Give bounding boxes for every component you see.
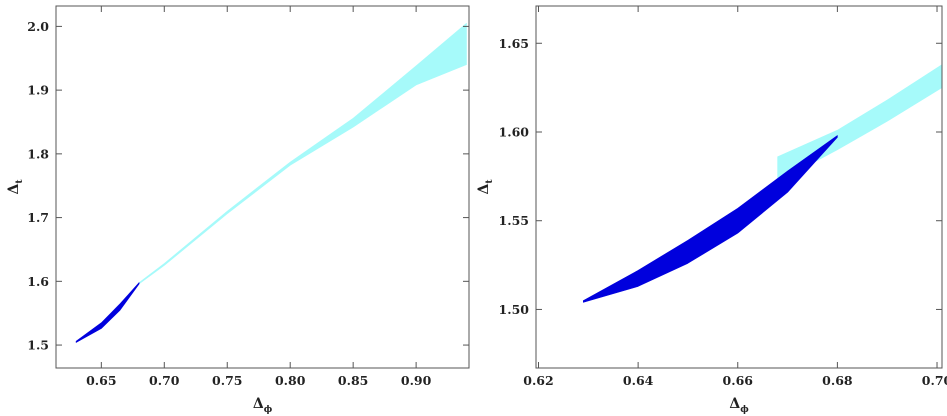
right-y-tick-label: 1.50 <box>499 302 530 317</box>
right-x-tick-label: 0.68 <box>822 373 853 388</box>
left-y-ticks: 1.5 1.6 1.7 1.8 1.9 2.0 <box>27 19 469 353</box>
left-x-tick-label: 0.85 <box>338 373 368 388</box>
right-y-axis-label: Δt <box>476 179 495 195</box>
right-plot-frame <box>535 5 943 369</box>
chart-right: 0.62 0.64 0.66 0.68 0.70 1.50 1.55 1.60 1.65 Δϕ… <box>476 5 947 415</box>
right-y-tick-label: 1.60 <box>499 124 530 139</box>
left-y-tick-label: 1.8 <box>27 146 49 161</box>
left-regions <box>75 22 467 343</box>
right-regions <box>582 64 943 303</box>
left-y-tick-label: 1.6 <box>27 274 49 289</box>
left-y-axis-label: Δt <box>6 179 25 195</box>
left-x-tick-label: 0.70 <box>149 373 180 388</box>
left-y-axis-label-sub: t <box>15 179 25 184</box>
left-region-1 <box>75 282 140 343</box>
left-x-axis-label-sub: ϕ <box>264 405 273 415</box>
left-x-axis-label: Δϕ <box>253 396 273 415</box>
left-y-tick-label: 2.0 <box>27 19 49 34</box>
chart-left: 0.65 0.70 0.75 0.80 0.85 0.90 1.5 1.6 1.7 1.8 1.9… <box>6 5 470 415</box>
left-y-axis-label-main: Δ <box>6 184 22 195</box>
right-x-tick-label: 0.64 <box>623 373 654 388</box>
right-x-tick-label: 0.70 <box>922 373 947 388</box>
left-y-tick-label: 1.5 <box>27 338 49 353</box>
left-x-tick-label: 0.80 <box>275 373 306 388</box>
left-y-tick-label: 1.7 <box>27 210 49 225</box>
left-x-axis-label-main: Δ <box>253 396 264 412</box>
right-x-tick-label: 0.66 <box>723 373 754 388</box>
left-x-tick-label: 0.75 <box>212 373 242 388</box>
right-x-axis-label-sub: ϕ <box>740 405 749 415</box>
right-y-tick-label: 1.65 <box>499 36 529 51</box>
right-y-axis-label-main: Δ <box>476 184 492 195</box>
right-x-axis-label-main: Δ <box>729 396 740 412</box>
right-y-ticks: 1.50 1.55 1.60 1.65 <box>499 36 942 317</box>
right-x-axis-label: Δϕ <box>729 396 749 415</box>
left-x-tick-label: 0.90 <box>401 373 432 388</box>
right-y-tick-label: 1.55 <box>499 213 529 228</box>
left-y-tick-label: 1.9 <box>27 83 49 98</box>
left-plot-frame <box>55 5 470 369</box>
right-x-ticks: 0.62 0.64 0.66 0.68 0.70 <box>523 6 947 388</box>
right-x-tick-label: 0.62 <box>523 373 553 388</box>
right-region-1 <box>582 135 838 303</box>
left-x-tick-label: 0.65 <box>86 373 116 388</box>
right-y-axis-label-sub: t <box>485 179 495 184</box>
left-x-ticks: 0.65 0.70 0.75 0.80 0.85 0.90 <box>86 6 432 388</box>
left-region-0 <box>138 22 467 285</box>
